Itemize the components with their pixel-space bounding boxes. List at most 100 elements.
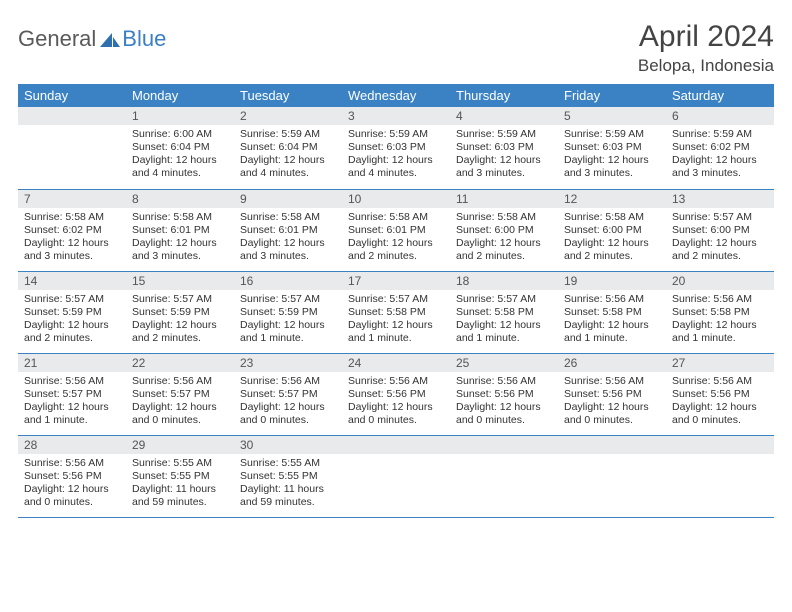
- calendar-cell: [342, 435, 450, 517]
- calendar-cell: 11Sunrise: 5:58 AMSunset: 6:00 PMDayligh…: [450, 189, 558, 271]
- day-details: Sunrise: 5:57 AMSunset: 5:59 PMDaylight:…: [126, 290, 234, 350]
- calendar-cell: 22Sunrise: 5:56 AMSunset: 5:57 PMDayligh…: [126, 353, 234, 435]
- weekday-header: Tuesday: [234, 84, 342, 107]
- calendar-cell: [18, 107, 126, 189]
- day-number: 14: [18, 272, 126, 290]
- calendar-cell: 29Sunrise: 5:55 AMSunset: 5:55 PMDayligh…: [126, 435, 234, 517]
- day-number: 11: [450, 190, 558, 208]
- calendar-cell: 8Sunrise: 5:58 AMSunset: 6:01 PMDaylight…: [126, 189, 234, 271]
- day-number: 5: [558, 107, 666, 125]
- calendar-week-row: 28Sunrise: 5:56 AMSunset: 5:56 PMDayligh…: [18, 435, 774, 517]
- day-details: Sunrise: 5:59 AMSunset: 6:03 PMDaylight:…: [558, 125, 666, 185]
- header: General Blue April 2024 Belopa, Indonesi…: [18, 20, 774, 76]
- weekday-header-row: SundayMondayTuesdayWednesdayThursdayFrid…: [18, 84, 774, 107]
- day-details: Sunrise: 5:57 AMSunset: 5:58 PMDaylight:…: [450, 290, 558, 350]
- day-number: 20: [666, 272, 774, 290]
- calendar-cell: 26Sunrise: 5:56 AMSunset: 5:56 PMDayligh…: [558, 353, 666, 435]
- day-details: Sunrise: 5:58 AMSunset: 6:01 PMDaylight:…: [234, 208, 342, 268]
- day-details: Sunrise: 5:56 AMSunset: 5:57 PMDaylight:…: [18, 372, 126, 432]
- calendar-week-row: 7Sunrise: 5:58 AMSunset: 6:02 PMDaylight…: [18, 189, 774, 271]
- day-details: Sunrise: 5:57 AMSunset: 6:00 PMDaylight:…: [666, 208, 774, 268]
- day-number: 18: [450, 272, 558, 290]
- day-number: 1: [126, 107, 234, 125]
- calendar-week-row: 21Sunrise: 5:56 AMSunset: 5:57 PMDayligh…: [18, 353, 774, 435]
- day-details: Sunrise: 5:56 AMSunset: 5:56 PMDaylight:…: [18, 454, 126, 514]
- day-number: 12: [558, 190, 666, 208]
- day-details: Sunrise: 5:56 AMSunset: 5:56 PMDaylight:…: [450, 372, 558, 432]
- weekday-header: Thursday: [450, 84, 558, 107]
- empty-day-number: [450, 436, 558, 454]
- calendar-cell: 17Sunrise: 5:57 AMSunset: 5:58 PMDayligh…: [342, 271, 450, 353]
- day-details: Sunrise: 5:59 AMSunset: 6:02 PMDaylight:…: [666, 125, 774, 185]
- day-details: Sunrise: 5:58 AMSunset: 6:01 PMDaylight:…: [126, 208, 234, 268]
- day-number: 8: [126, 190, 234, 208]
- day-details: Sunrise: 5:57 AMSunset: 5:59 PMDaylight:…: [18, 290, 126, 350]
- calendar-cell: [450, 435, 558, 517]
- day-number: 16: [234, 272, 342, 290]
- day-details: Sunrise: 5:58 AMSunset: 6:00 PMDaylight:…: [558, 208, 666, 268]
- title-block: April 2024 Belopa, Indonesia: [638, 20, 774, 76]
- day-details: Sunrise: 5:56 AMSunset: 5:56 PMDaylight:…: [342, 372, 450, 432]
- calendar-cell: 12Sunrise: 5:58 AMSunset: 6:00 PMDayligh…: [558, 189, 666, 271]
- weekday-header: Wednesday: [342, 84, 450, 107]
- weekday-header: Sunday: [18, 84, 126, 107]
- calendar-cell: 14Sunrise: 5:57 AMSunset: 5:59 PMDayligh…: [18, 271, 126, 353]
- empty-day-number: [18, 107, 126, 125]
- day-number: 2: [234, 107, 342, 125]
- calendar-cell: 6Sunrise: 5:59 AMSunset: 6:02 PMDaylight…: [666, 107, 774, 189]
- day-details: Sunrise: 6:00 AMSunset: 6:04 PMDaylight:…: [126, 125, 234, 185]
- day-details: Sunrise: 5:56 AMSunset: 5:58 PMDaylight:…: [666, 290, 774, 350]
- calendar-cell: 28Sunrise: 5:56 AMSunset: 5:56 PMDayligh…: [18, 435, 126, 517]
- brand-sail-icon: [100, 33, 120, 47]
- day-details: Sunrise: 5:58 AMSunset: 6:01 PMDaylight:…: [342, 208, 450, 268]
- empty-day-number: [558, 436, 666, 454]
- day-details: Sunrise: 5:56 AMSunset: 5:56 PMDaylight:…: [666, 372, 774, 432]
- day-number: 24: [342, 354, 450, 372]
- day-number: 7: [18, 190, 126, 208]
- day-number: 15: [126, 272, 234, 290]
- day-number: 28: [18, 436, 126, 454]
- calendar-cell: 9Sunrise: 5:58 AMSunset: 6:01 PMDaylight…: [234, 189, 342, 271]
- calendar-cell: 5Sunrise: 5:59 AMSunset: 6:03 PMDaylight…: [558, 107, 666, 189]
- calendar-cell: 2Sunrise: 5:59 AMSunset: 6:04 PMDaylight…: [234, 107, 342, 189]
- day-number: 6: [666, 107, 774, 125]
- day-number: 17: [342, 272, 450, 290]
- calendar-cell: 10Sunrise: 5:58 AMSunset: 6:01 PMDayligh…: [342, 189, 450, 271]
- day-details: Sunrise: 5:55 AMSunset: 5:55 PMDaylight:…: [234, 454, 342, 514]
- day-number: 13: [666, 190, 774, 208]
- day-number: 26: [558, 354, 666, 372]
- calendar-cell: 21Sunrise: 5:56 AMSunset: 5:57 PMDayligh…: [18, 353, 126, 435]
- day-details: Sunrise: 5:59 AMSunset: 6:04 PMDaylight:…: [234, 125, 342, 185]
- day-number: 4: [450, 107, 558, 125]
- empty-day-number: [666, 436, 774, 454]
- day-details: Sunrise: 5:58 AMSunset: 6:00 PMDaylight:…: [450, 208, 558, 268]
- month-title: April 2024: [638, 20, 774, 54]
- calendar-cell: 1Sunrise: 6:00 AMSunset: 6:04 PMDaylight…: [126, 107, 234, 189]
- calendar-cell: 30Sunrise: 5:55 AMSunset: 5:55 PMDayligh…: [234, 435, 342, 517]
- day-number: 27: [666, 354, 774, 372]
- calendar-cell: [666, 435, 774, 517]
- calendar-cell: 7Sunrise: 5:58 AMSunset: 6:02 PMDaylight…: [18, 189, 126, 271]
- calendar-body: 1Sunrise: 6:00 AMSunset: 6:04 PMDaylight…: [18, 107, 774, 517]
- day-number: 30: [234, 436, 342, 454]
- calendar-table: SundayMondayTuesdayWednesdayThursdayFrid…: [18, 84, 774, 518]
- weekday-header: Friday: [558, 84, 666, 107]
- day-number: 3: [342, 107, 450, 125]
- day-number: 22: [126, 354, 234, 372]
- calendar-cell: 24Sunrise: 5:56 AMSunset: 5:56 PMDayligh…: [342, 353, 450, 435]
- day-details: Sunrise: 5:57 AMSunset: 5:58 PMDaylight:…: [342, 290, 450, 350]
- calendar-cell: 23Sunrise: 5:56 AMSunset: 5:57 PMDayligh…: [234, 353, 342, 435]
- day-details: Sunrise: 5:59 AMSunset: 6:03 PMDaylight:…: [450, 125, 558, 185]
- day-number: 9: [234, 190, 342, 208]
- weekday-header: Saturday: [666, 84, 774, 107]
- day-details: Sunrise: 5:56 AMSunset: 5:56 PMDaylight:…: [558, 372, 666, 432]
- day-details: Sunrise: 5:59 AMSunset: 6:03 PMDaylight:…: [342, 125, 450, 185]
- location: Belopa, Indonesia: [638, 56, 774, 76]
- day-number: 10: [342, 190, 450, 208]
- day-details: Sunrise: 5:58 AMSunset: 6:02 PMDaylight:…: [18, 208, 126, 268]
- calendar-cell: 20Sunrise: 5:56 AMSunset: 5:58 PMDayligh…: [666, 271, 774, 353]
- day-number: 29: [126, 436, 234, 454]
- calendar-cell: 3Sunrise: 5:59 AMSunset: 6:03 PMDaylight…: [342, 107, 450, 189]
- day-number: 19: [558, 272, 666, 290]
- calendar-cell: 19Sunrise: 5:56 AMSunset: 5:58 PMDayligh…: [558, 271, 666, 353]
